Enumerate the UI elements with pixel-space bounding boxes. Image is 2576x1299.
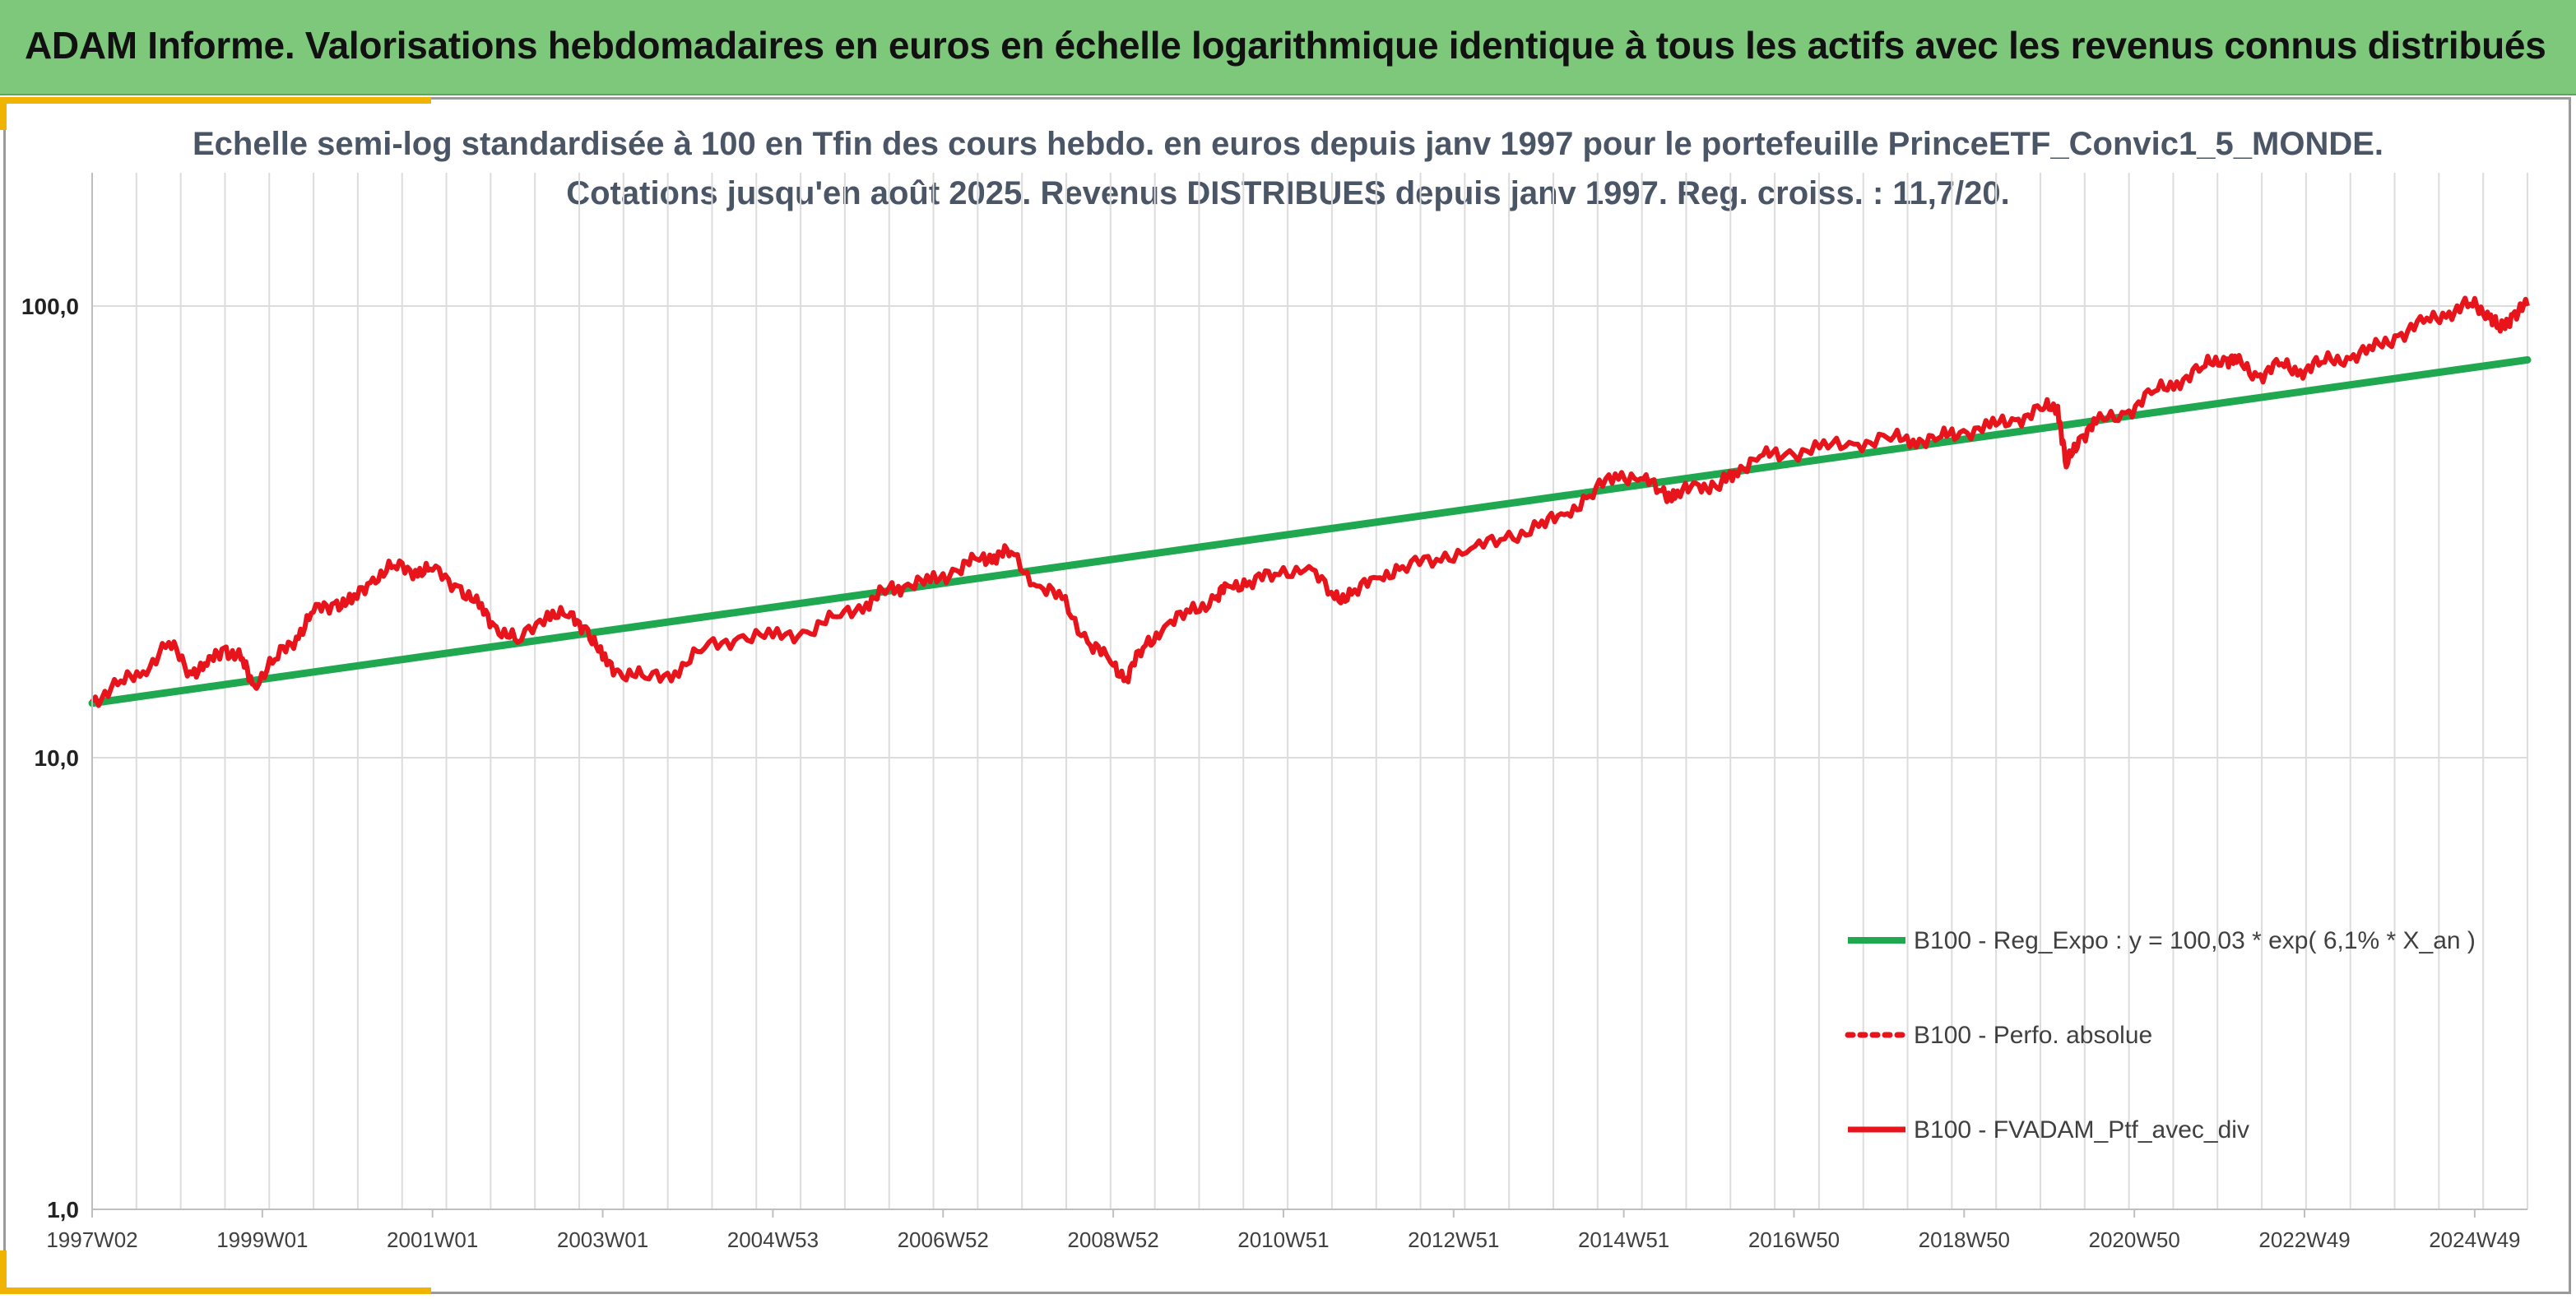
chart-title-line-1: Echelle semi-log standardisée à 100 en T… [192,126,2384,162]
accent-bottom-bar [0,1287,431,1294]
legend-layer: B100 - Reg_Expo : y = 100,03 * exp( 6,1%… [1845,927,2476,1144]
x-tick-label: 2012W51 [1408,1227,1499,1252]
header-title: ADAM Informe. Valorisations hebdomadaire… [25,24,2546,67]
x-tick-label: 2008W52 [1067,1227,1158,1252]
x-tick-label: 2001W01 [387,1227,478,1252]
y-tick-label: 100,0 [21,294,79,319]
series-line-portfolio [90,295,2530,708]
axis-layer: 1,0 10,0 100,0 1997W02 1999W01 2001W01 2003W01… [21,173,2527,1252]
chart-frame [3,97,2571,1294]
x-tick-label: 2024W49 [2429,1227,2520,1252]
accent-top-bar [0,97,431,104]
y-tick-label: 10,0 [35,745,80,771]
accent-top-left-edge [0,97,7,130]
x-tick-label: 2020W50 [2089,1227,2180,1252]
x-tick-label: 1999W01 [216,1227,308,1252]
x-tick-label: 2003W01 [557,1227,648,1252]
y-tick-label: 1,0 [47,1197,79,1222]
grid-layer [91,173,2528,1210]
x-tick-label: 2016W50 [1748,1227,1840,1252]
legend-label: B100 - FVADAM_Ptf_avec_div [1914,1116,2249,1144]
legend-label: B100 - Reg_Expo : y = 100,03 * exp( 6,1%… [1914,927,2476,954]
x-tick-label: 2022W49 [2258,1227,2350,1252]
x-tick-label: 2006W52 [898,1227,989,1252]
series-line-regression [88,355,2532,707]
x-tick-label: 2018W50 [1919,1227,2010,1252]
legend-label: B100 - Perfo. absolue [1914,1022,2152,1049]
x-tick-label: 2014W51 [1578,1227,1669,1252]
x-tick-label: 2010W51 [1237,1227,1329,1252]
series-layer [88,295,2532,708]
x-tick-label: 2004W53 [727,1227,819,1252]
x-tick-label: 1997W02 [46,1227,137,1252]
accent-bottom-left-edge [0,1250,7,1294]
header-bar: ADAM Informe. Valorisations hebdomadaire… [0,0,2576,95]
